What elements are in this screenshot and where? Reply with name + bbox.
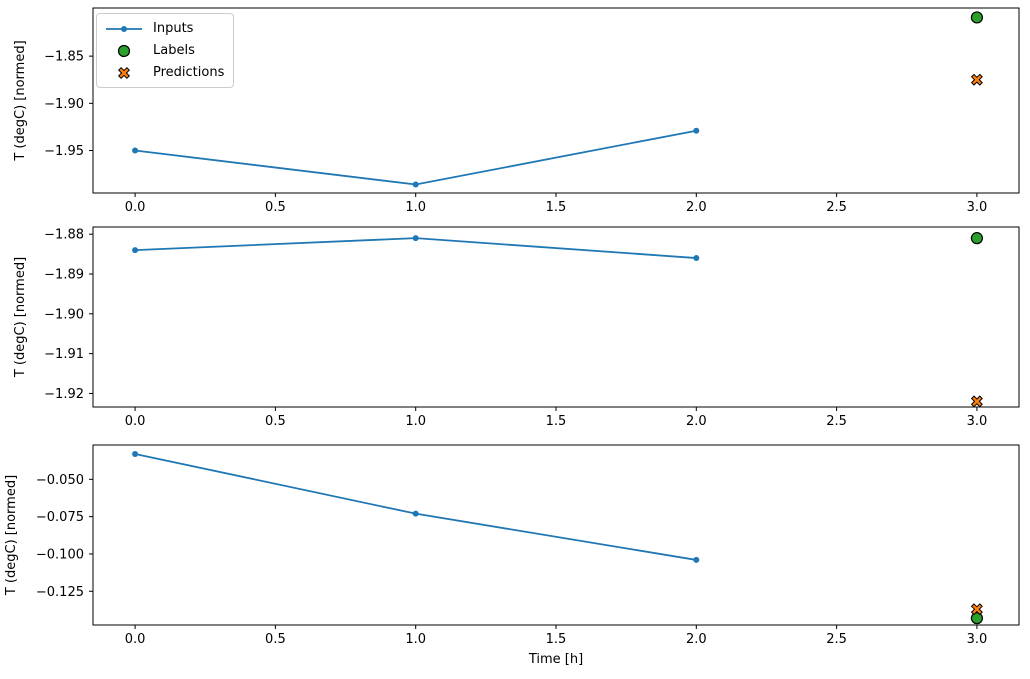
predictions-marker-2 <box>970 603 983 616</box>
inputs-marker-2 <box>412 510 419 517</box>
inputs-marker-0 <box>132 147 139 154</box>
legend-item-inputs: Inputs <box>104 19 224 38</box>
y-tick-label-2: −0.075 <box>36 510 84 525</box>
inputs-marker-1 <box>132 247 139 254</box>
x-tick-label-1: 0.5 <box>265 414 286 429</box>
x-tick-label-1: 3.0 <box>967 414 988 429</box>
x-tick-label-0: 0.0 <box>125 200 146 215</box>
y-axis-label-2: T (degC) [normed] <box>4 475 19 596</box>
axes-frame-1 <box>92 226 1020 408</box>
x-tick-label-1: 2.5 <box>826 414 847 429</box>
axes-frame-2 <box>92 444 1020 626</box>
labels-marker-1 <box>970 232 984 245</box>
y-axis-label-1: T (degC) [normed] <box>13 257 28 378</box>
legend-label-labels: Labels <box>153 42 195 58</box>
x-axis-label: Time [h] <box>528 652 583 667</box>
labels-circle-icon <box>117 44 131 57</box>
inputs-line-2 <box>134 453 697 561</box>
y-tick-label-1: −1.89 <box>44 267 84 282</box>
y-tick-label-2: −0.050 <box>36 473 84 488</box>
legend: Inputs Labels Predictions <box>96 13 235 88</box>
inputs-line-icon <box>106 25 142 32</box>
x-tick-label-2: 2.0 <box>686 632 707 647</box>
labels-marker-2 <box>970 612 984 625</box>
predictions-marker-1 <box>970 395 983 408</box>
inputs-marker-0 <box>412 181 419 188</box>
x-tick-label-1: 0.0 <box>125 414 146 429</box>
legend-label-inputs: Inputs <box>153 20 194 36</box>
y-tick-label-1: −1.92 <box>44 387 84 402</box>
labels-marker-0 <box>970 11 984 24</box>
x-tick-label-1: 2.0 <box>686 414 707 429</box>
x-tick-label-1: 1.0 <box>405 414 426 429</box>
predictions-marker-0 <box>970 73 983 86</box>
y-tick-label-2: −0.100 <box>36 547 84 562</box>
inputs-marker-2 <box>693 556 700 563</box>
inputs-marker-1 <box>412 235 419 242</box>
x-tick-label-2: 1.0 <box>405 632 426 647</box>
x-tick-label-0: 3.0 <box>967 200 988 215</box>
x-tick-label-0: 1.5 <box>546 200 567 215</box>
y-tick-label-0: −1.85 <box>44 50 84 65</box>
inputs-marker-1 <box>693 255 700 262</box>
x-tick-label-0: 2.5 <box>826 200 847 215</box>
x-tick-label-1: 1.5 <box>546 414 567 429</box>
x-tick-label-2: 1.5 <box>546 632 567 647</box>
legend-item-predictions: Predictions <box>104 63 224 82</box>
inputs-marker-0 <box>693 127 700 134</box>
y-tick-label-1: −1.90 <box>44 307 84 322</box>
x-tick-label-0: 0.5 <box>265 200 286 215</box>
x-tick-label-2: 2.5 <box>826 632 847 647</box>
x-tick-label-0: 1.0 <box>405 200 426 215</box>
x-tick-label-2: 3.0 <box>967 632 988 647</box>
x-tick-label-2: 0.0 <box>125 632 146 647</box>
y-tick-label-0: −1.90 <box>44 97 84 112</box>
y-tick-label-0: −1.95 <box>44 144 84 159</box>
inputs-line-0 <box>134 129 697 186</box>
legend-label-predictions: Predictions <box>153 64 225 80</box>
predictions-x-icon <box>117 66 131 79</box>
y-axis-label-0: T (degC) [normed] <box>13 40 28 161</box>
y-tick-label-1: −1.91 <box>44 347 84 362</box>
inputs-marker-2 <box>132 450 139 457</box>
x-tick-label-2: 0.5 <box>265 632 286 647</box>
legend-item-labels: Labels <box>104 41 224 60</box>
y-tick-label-1: −1.88 <box>44 228 84 243</box>
x-tick-label-0: 2.0 <box>686 200 707 215</box>
y-tick-label-2: −0.125 <box>36 585 84 600</box>
